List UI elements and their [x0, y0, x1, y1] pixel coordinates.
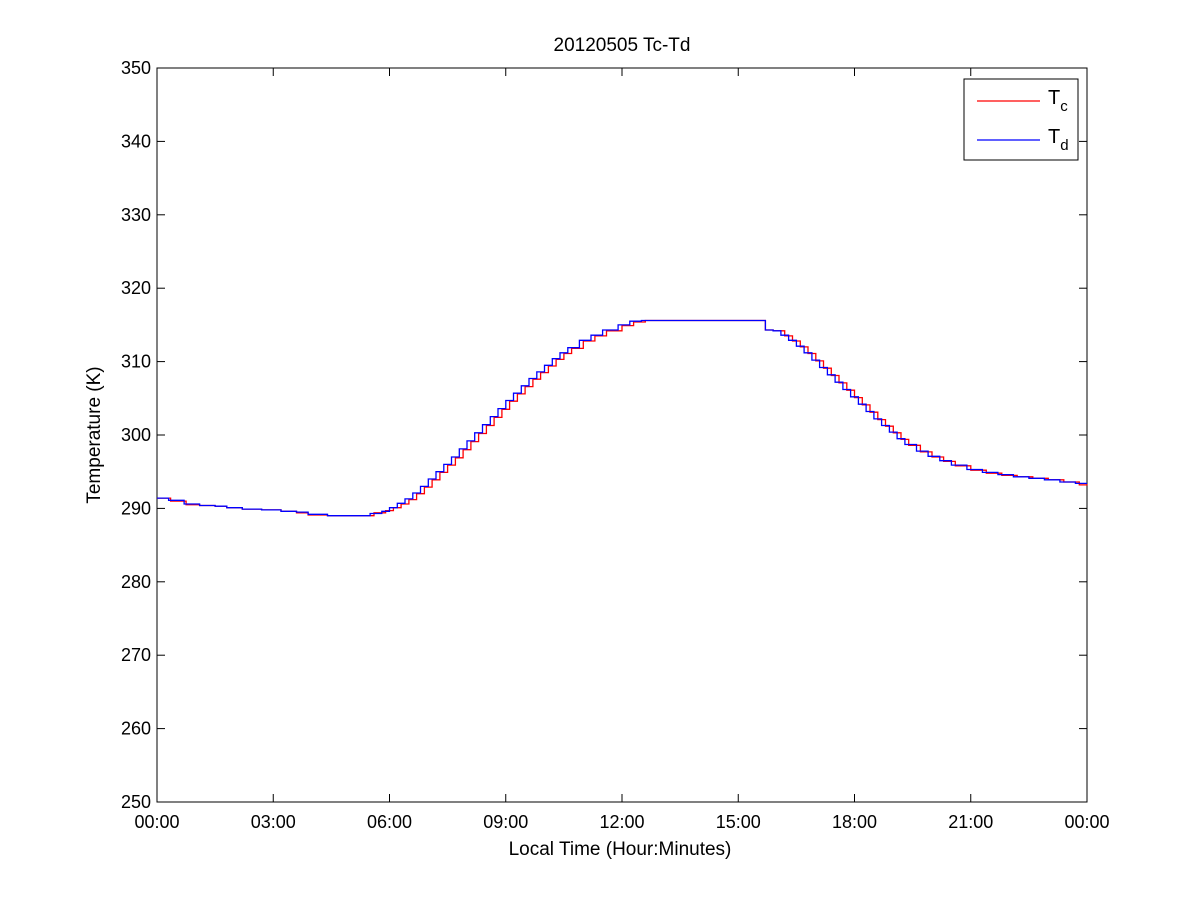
y-tick-label: 300 — [121, 425, 151, 445]
legend-subscript: c — [1060, 98, 1068, 115]
legend-subscript: d — [1060, 137, 1068, 154]
x-tick-label: 00:00 — [1064, 812, 1109, 832]
y-tick-label: 310 — [121, 352, 151, 372]
plot-area: 00:00 03:00 06:00 09:00 12:00 15:00 18:00 21:00… — [121, 58, 1110, 832]
x-tick-label: 03:00 — [251, 812, 296, 832]
y-axis-title: Temperature (K) — [84, 366, 105, 503]
legend-box — [963, 78, 1079, 161]
y-tick-label: 320 — [121, 278, 151, 298]
x-tick-label: 09:00 — [483, 812, 528, 832]
y-tick-label: 260 — [121, 719, 151, 739]
x-tick-label: 15:00 — [716, 812, 761, 832]
y-tick-label: 270 — [121, 645, 151, 665]
y-tick-label: 250 — [121, 792, 151, 812]
y-tick-label: 290 — [121, 498, 151, 518]
x-tick-label: 00:00 — [134, 812, 179, 832]
x-tick-label: 06:00 — [367, 812, 412, 832]
x-tick-label: 12:00 — [599, 812, 644, 832]
y-tick-label: 280 — [121, 572, 151, 592]
chart-title: 20120505 Tc-Td — [554, 35, 691, 56]
y-tick-label: 330 — [121, 205, 151, 225]
y-tick-label: 350 — [121, 58, 151, 78]
x-axis-title: Local Time (Hour:Minutes) — [509, 839, 732, 860]
series-line-td — [157, 319, 1087, 517]
y-tick-label: 340 — [121, 131, 151, 151]
x-tick-label: 18:00 — [832, 812, 877, 832]
x-tick-label: 21:00 — [948, 812, 993, 832]
